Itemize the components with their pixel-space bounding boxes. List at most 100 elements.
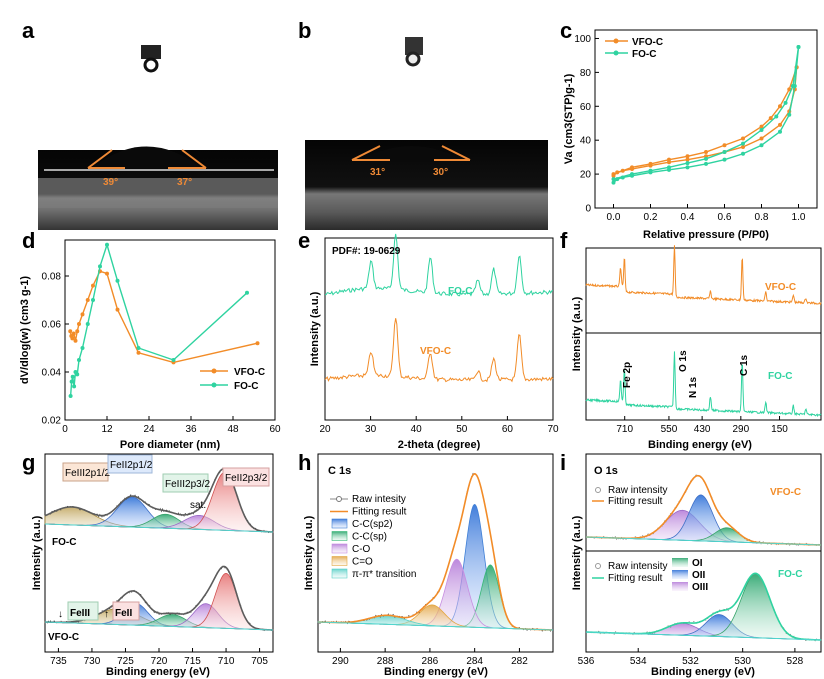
data-point [77, 358, 81, 362]
x-tick-label: 0.6 [718, 212, 732, 223]
plot-frame-i [585, 453, 822, 653]
x-tick-label: 710 [616, 424, 633, 435]
data-point [68, 394, 73, 398]
x-tick-label: 730 [84, 656, 101, 667]
legend-i-o2: OII [692, 570, 706, 581]
peak-label-group-g: FeIII2p1/2 FeII2p1/2 FeIII2p3/2 sat. FeI… [62, 454, 270, 511]
y-tick-label: 0 [585, 204, 591, 215]
data-point [774, 114, 779, 119]
panel-label-d: d [22, 228, 35, 253]
x-tick-label: 48 [227, 424, 239, 435]
data-point [783, 100, 788, 105]
series-label-fo-e: FO-C [448, 286, 472, 297]
sample-label-vfo-g: VFO-C [48, 632, 79, 643]
data-point [255, 341, 260, 346]
data-point [91, 298, 95, 302]
x-tick-label: 715 [184, 656, 201, 667]
data-point [77, 322, 81, 326]
data-point [741, 151, 745, 156]
needle-icon [141, 45, 161, 73]
x-tick-label: 70 [547, 424, 559, 435]
x-tick-label: 0.8 [755, 212, 769, 223]
data-point [630, 165, 634, 170]
survey-spectrum-fo [585, 351, 822, 418]
data-point [68, 329, 73, 334]
x-tick-label: 288 [377, 656, 394, 667]
x-tick-label: 60 [502, 424, 514, 435]
y-tick-label: 0.02 [42, 416, 62, 427]
xlabel-h: Binding energy (eV) [384, 666, 488, 678]
series-label-vfo-f: VFO-C [765, 282, 796, 293]
x-tick-label: 24 [143, 424, 155, 435]
xrd-pattern-fo-c [324, 233, 554, 297]
series-line-vfo-c [69, 270, 258, 364]
legend-swatch [331, 543, 348, 554]
data-point [72, 384, 77, 389]
legend-label: C-C(sp2) [352, 519, 393, 530]
x-tick-label: 550 [661, 424, 678, 435]
x-tick-label: 532 [682, 656, 699, 667]
data-point [171, 358, 176, 362]
legend-d: VFO-C FO-C [200, 367, 265, 392]
xrd-pattern-vfo-c [324, 318, 554, 383]
chart-f: 710 550 430 290 150 VFO-C FO-C Fe 2p O 1s N … [571, 245, 822, 451]
x-tick-label: 36 [185, 424, 197, 435]
legend-i-bottom: Raw intensity Fitting result OI OII OIII [592, 558, 708, 593]
data-point [70, 374, 75, 379]
data-point [722, 157, 727, 162]
peak-label-sat: sat. [190, 500, 206, 511]
data-point [648, 161, 653, 166]
legend-label-vfo-c: VFO-C [632, 37, 663, 48]
data-point [80, 312, 85, 317]
x-tick-label: 430 [694, 424, 711, 435]
x-tick-label: 0.2 [644, 212, 658, 223]
ylabel-g: Intensity (a.u.) [31, 515, 43, 590]
data-point [778, 122, 782, 127]
xlabel-d: Pore diameter (nm) [120, 439, 221, 451]
legend-swatch [331, 556, 348, 566]
data-point [759, 143, 764, 148]
x-tick-label: 60 [269, 424, 281, 435]
xlabel-i: Binding energy (eV) [651, 666, 755, 678]
data-point [704, 156, 708, 161]
data-point [136, 346, 141, 350]
legend-label: Fitting result [352, 507, 407, 518]
legend-i-top-fit: Fitting result [608, 496, 663, 507]
data-point [796, 44, 801, 49]
x-tick-label: 528 [787, 656, 804, 667]
needle-icon [405, 37, 423, 67]
data-point [685, 165, 690, 170]
data-point [722, 143, 727, 148]
ylabel-c: Va (cm3(STP)g-1) [563, 73, 575, 164]
panel-label-f: f [560, 228, 568, 253]
legend-i-o1: OI [692, 558, 703, 569]
x-tick-label: 705 [251, 656, 268, 667]
up-arrow-icon: ↑ [104, 609, 109, 620]
legend-i-bottom-fit: Fitting result [608, 573, 663, 584]
data-point [105, 271, 109, 276]
angle-right-b: 30° [433, 167, 448, 178]
angle-left-b: 31° [370, 167, 385, 178]
title-h: C 1s [328, 465, 351, 477]
sample-label-vfo-i: VFO-C [770, 487, 801, 498]
legend-c: VFO-C FO-C [605, 37, 663, 60]
y-tick-label: 100 [574, 34, 591, 45]
data-point [722, 150, 727, 155]
legend-i-o3: OIII [692, 582, 708, 593]
plot-frame-e [324, 237, 554, 421]
data-point [741, 141, 745, 146]
y-tick-label: 0.06 [42, 320, 62, 331]
data-point [75, 329, 80, 334]
data-point [787, 87, 792, 92]
survey-spectrum-vfo [585, 245, 822, 306]
x-tick-label: 290 [732, 424, 749, 435]
y-tick-label: 0.08 [42, 272, 62, 283]
x-tick-label: 286 [422, 656, 439, 667]
panel-label-b: b [298, 18, 311, 43]
chart-e: 20 30 40 50 60 70 PDF#: 19-0629 FO-C VFO-C 2-… [309, 233, 559, 451]
legend-label: Raw intesity [352, 494, 406, 505]
xlabel-e: 2-theta (degree) [398, 439, 481, 451]
peak-label-fe3-2p32: FeIII2p3/2 [165, 479, 210, 490]
y-tick-label: 40 [580, 136, 592, 147]
trend-legend-g: ↓ FeIII ↑ FeII [58, 601, 140, 621]
